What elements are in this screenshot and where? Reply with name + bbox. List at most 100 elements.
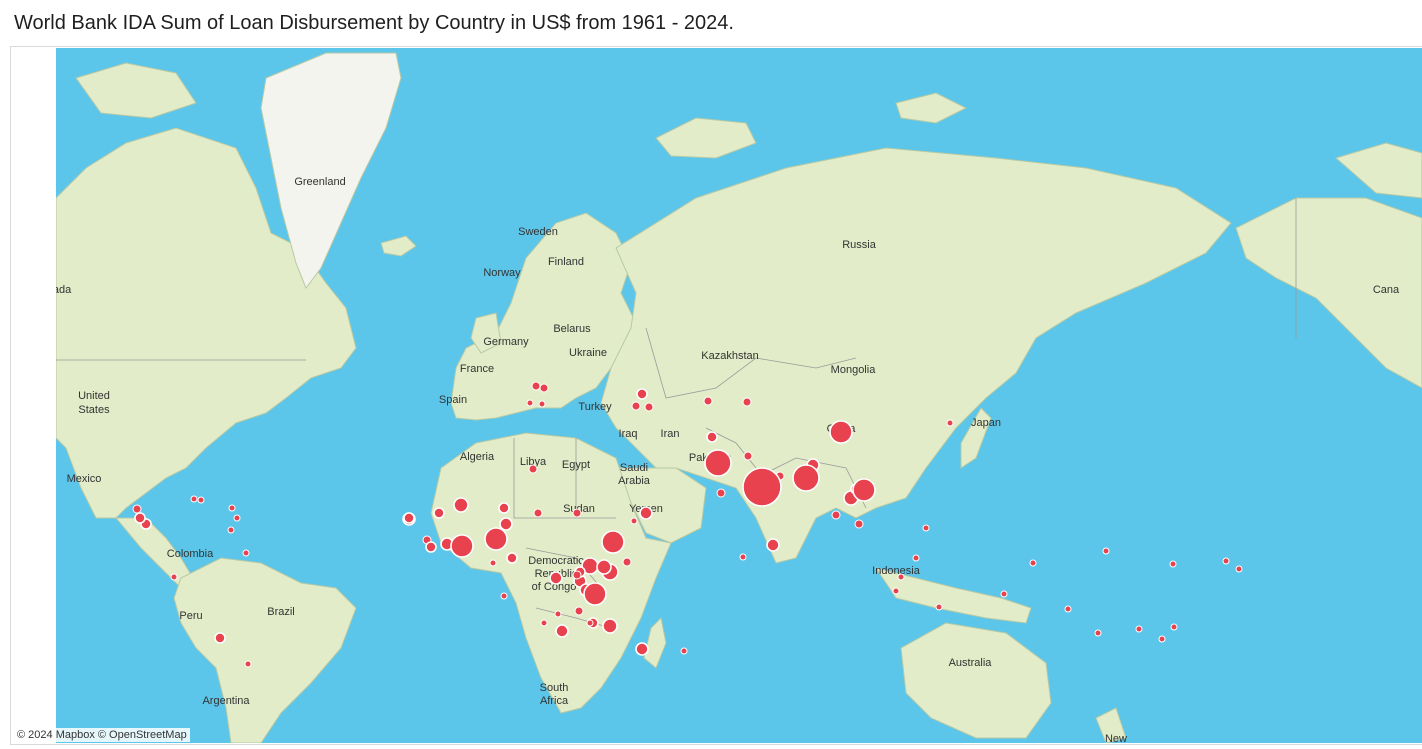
country-bubble-43[interactable] [1169, 560, 1177, 568]
country-bubble-71[interactable] [531, 381, 541, 391]
bubbles[interactable] [132, 381, 1243, 668]
north-america [56, 127, 357, 519]
country-bubble-64[interactable] [170, 573, 178, 581]
country-bubble-18[interactable] [635, 642, 649, 656]
country-bubble-63[interactable] [242, 549, 250, 557]
country-bubble-45[interactable] [1000, 590, 1008, 598]
country-bubble-20[interactable] [533, 508, 543, 518]
map-attribution[interactable]: © 2024 Mapbox © OpenStreetMap [14, 728, 190, 742]
new-zealand [1095, 707, 1127, 743]
country-bubble-27[interactable] [706, 431, 718, 443]
asia [600, 147, 1232, 564]
country-bubble-9[interactable] [403, 512, 415, 524]
country-bubble-73[interactable] [538, 400, 546, 408]
iceland [380, 235, 417, 257]
country-bubble-51[interactable] [1235, 565, 1243, 573]
country-bubble-85[interactable] [554, 610, 562, 618]
country-bubble-ethiopia[interactable] [601, 530, 625, 554]
country-bubble-17[interactable] [602, 618, 618, 634]
indonesia [874, 567, 1032, 624]
country-bubble-22[interactable] [639, 506, 653, 520]
country-bubble-india[interactable] [742, 467, 782, 507]
country-bubble-39[interactable] [912, 554, 920, 562]
country-bubble-55[interactable] [132, 504, 142, 514]
country-bubble-60[interactable] [228, 504, 236, 512]
country-bubble-67[interactable] [630, 517, 638, 525]
country-bubble-29[interactable] [743, 451, 753, 461]
country-bubble-8[interactable] [425, 541, 437, 553]
country-bubble-1[interactable] [453, 497, 469, 513]
country-bubble-52[interactable] [1222, 557, 1230, 565]
country-bubble-49[interactable] [1158, 635, 1166, 643]
country-bubble-38[interactable] [897, 573, 905, 581]
country-bubble-48[interactable] [1170, 623, 1178, 631]
map-label-canada-right: Cana [1373, 284, 1400, 296]
country-bubble-58[interactable] [190, 495, 198, 503]
country-bubble-59[interactable] [197, 496, 205, 504]
country-bubble-41[interactable] [946, 419, 954, 427]
map-label-south-africa-1: South [540, 682, 569, 694]
country-bubble-37[interactable] [739, 553, 747, 561]
country-bubble-70[interactable] [631, 401, 641, 411]
country-bubble-vietnam[interactable] [852, 478, 876, 502]
country-bubble-pakistan[interactable] [704, 449, 732, 477]
country-bubble-47[interactable] [1135, 625, 1143, 633]
country-bubble-42[interactable] [1102, 547, 1110, 555]
country-bubble-15[interactable] [555, 624, 569, 638]
country-bubble-46[interactable] [1064, 605, 1072, 613]
map-label-united-states-1: United [78, 390, 110, 402]
map-frame: Greenland Sweden Norway Finland Russia Belaru… [10, 46, 1422, 745]
country-bubble-36[interactable] [766, 538, 780, 552]
country-bubble-77[interactable] [528, 464, 538, 474]
map-label-iraq: Iraq [619, 428, 638, 440]
alaska [1235, 197, 1422, 389]
country-bubble-62[interactable] [227, 526, 235, 534]
country-bubble-66[interactable] [244, 660, 252, 668]
country-bubble-19[interactable] [498, 502, 510, 514]
country-bubble-35[interactable] [831, 510, 841, 520]
country-bubble-81[interactable] [540, 619, 548, 627]
map-label-indonesia: Indonesia [872, 565, 921, 577]
country-bubble-50[interactable] [1094, 629, 1102, 637]
country-bubble-23[interactable] [506, 552, 518, 564]
country-bubble-54[interactable] [935, 603, 943, 611]
country-bubble-10[interactable] [549, 571, 563, 585]
country-bubble-26[interactable] [596, 559, 612, 575]
country-bubble-74[interactable] [703, 396, 713, 406]
country-bubble-nigeria[interactable] [484, 527, 508, 551]
country-bubble-bangladesh[interactable] [792, 464, 820, 492]
country-bubble-24[interactable] [574, 606, 584, 616]
country-bubble-57[interactable] [134, 512, 146, 524]
country-bubble-14[interactable] [622, 557, 632, 567]
country-bubble-68[interactable] [680, 647, 688, 655]
map-labels: Greenland Sweden Norway Finland Russia Belaru… [56, 176, 1400, 743]
country-bubble-53[interactable] [892, 587, 900, 595]
country-bubble-44[interactable] [1029, 559, 1037, 567]
country-bubble-ghana[interactable] [450, 534, 474, 558]
country-bubble-83[interactable] [489, 559, 497, 567]
country-bubble-69[interactable] [636, 388, 648, 400]
country-bubble-5[interactable] [433, 507, 445, 519]
map-label-finland: Finland [548, 256, 584, 268]
world-map[interactable]: Greenland Sweden Norway Finland Russia Belaru… [56, 48, 1422, 743]
country-bubble-21[interactable] [572, 508, 582, 518]
country-bubble-78[interactable] [526, 399, 534, 407]
country-bubble-72[interactable] [539, 383, 549, 393]
country-bubble-3[interactable] [499, 517, 513, 531]
canada-islands-west [75, 62, 197, 119]
country-bubble-76[interactable] [644, 402, 654, 412]
country-bubble-75[interactable] [742, 397, 752, 407]
country-bubble-40[interactable] [922, 524, 930, 532]
country-bubble-tanzania[interactable] [583, 582, 607, 606]
country-bubble-65[interactable] [214, 632, 226, 644]
country-bubble-china[interactable] [829, 420, 853, 444]
country-bubble-33[interactable] [854, 519, 864, 529]
country-bubble-28[interactable] [716, 488, 726, 498]
country-bubble-61[interactable] [233, 514, 241, 522]
country-bubble-82[interactable] [586, 619, 594, 627]
map-label-egypt: Egypt [562, 459, 590, 471]
map-label-france: France [460, 363, 494, 375]
arctic-islands [655, 117, 757, 159]
country-bubble-80[interactable] [572, 570, 582, 580]
country-bubble-84[interactable] [500, 592, 508, 600]
